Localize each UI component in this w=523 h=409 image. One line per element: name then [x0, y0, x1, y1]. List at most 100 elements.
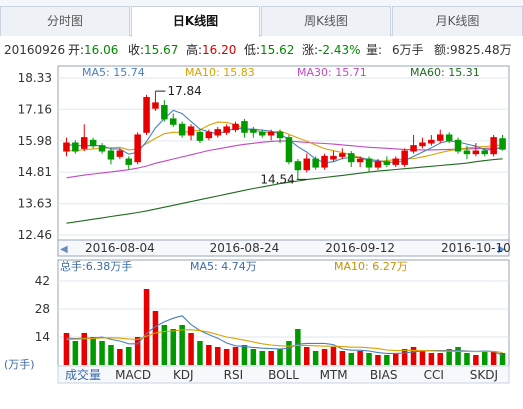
- volume-bar: [303, 347, 310, 365]
- volume-bar: [295, 329, 301, 365]
- volume-bar: [179, 325, 185, 365]
- indicator-tab-7[interactable]: BIAS: [370, 368, 398, 382]
- candle: [428, 139, 435, 144]
- indicator-tab-5[interactable]: BOLL: [268, 368, 299, 382]
- candle: [383, 161, 391, 165]
- volume-bar: [481, 351, 488, 365]
- price-tick-label: 18.33: [18, 71, 52, 85]
- date-tick-label: 2016-08-24: [210, 241, 280, 255]
- volume-bar: [81, 333, 88, 365]
- date-tick-label: 2016-08-04: [85, 241, 155, 255]
- tab-monthly-kline[interactable]: 月K线图: [392, 6, 523, 36]
- volume-bar: [188, 333, 194, 365]
- open-price: 开:16.06: [68, 43, 119, 57]
- price-tick-label: 12.46: [18, 228, 52, 242]
- close-price: 收:15.67: [128, 43, 179, 57]
- volume-value: 6万手: [392, 43, 424, 57]
- candle: [285, 137, 293, 163]
- volume-tick-label: 14: [35, 330, 50, 344]
- candle: [436, 134, 444, 141]
- date-axis-strip: [57, 239, 510, 257]
- volume-bar: [161, 325, 168, 365]
- scroll-left-arrow[interactable]: ◀: [60, 244, 68, 255]
- volume-bar: [117, 349, 123, 365]
- candle: [116, 150, 124, 157]
- tab-daily-kline[interactable]: 日K线图: [131, 6, 260, 37]
- candle: [178, 123, 186, 136]
- indicator-tab-8[interactable]: CCI: [424, 368, 444, 382]
- candle: [258, 131, 266, 136]
- volume-bar: [250, 349, 257, 365]
- candle: [472, 150, 480, 155]
- low-annotation: 14.54: [260, 172, 294, 186]
- indicator-tab-6[interactable]: MTM: [320, 368, 348, 382]
- candle: [490, 137, 497, 155]
- volume-bar: [268, 351, 274, 365]
- candle: [321, 155, 328, 168]
- volume-label: 量:: [366, 43, 383, 57]
- indicator-tab-9[interactable]: SKDJ: [470, 368, 498, 382]
- volume-bar: [464, 353, 470, 365]
- volume-bar: [401, 349, 408, 365]
- candle: [72, 142, 79, 152]
- volume-bar: [277, 349, 283, 365]
- volume-bar: [499, 353, 506, 365]
- candle: [241, 121, 248, 133]
- date-tick-label: 2016-10-10: [441, 241, 511, 255]
- price-tick-label: 15.98: [18, 134, 52, 148]
- price-tick-label: 13.63: [18, 197, 52, 211]
- candle: [445, 134, 453, 141]
- low-price: 低:15.62: [244, 43, 295, 57]
- candle: [463, 150, 471, 155]
- volume-bar: [490, 351, 497, 365]
- volume-bar: [232, 347, 239, 365]
- date-tick-label: 2016-09-12: [325, 241, 395, 255]
- amount: 额:9825.48万: [434, 43, 512, 57]
- candle: [374, 161, 382, 168]
- tab-intraday[interactable]: 分时图: [0, 6, 130, 36]
- volume-unit: (万手): [4, 357, 35, 371]
- volume-tick-label: 42: [35, 274, 50, 288]
- indicator-tab-1[interactable]: 成交量: [65, 367, 101, 382]
- indicator-tab-4[interactable]: RSI: [224, 368, 244, 382]
- legend-ma60: MA60: 15.31: [410, 66, 480, 79]
- volume-bar: [348, 353, 355, 365]
- volume-bar: [286, 341, 292, 365]
- candle: [267, 131, 275, 136]
- candle: [499, 138, 506, 150]
- volume-bar: [125, 347, 132, 365]
- volume-bar: [419, 351, 426, 365]
- stock-chart: 18.33 17.16 15.98 14.81 13.63 12.46 17.84 14.5…: [4, 65, 511, 384]
- candle: [169, 118, 177, 125]
- volume-bar: [223, 349, 230, 365]
- legend-ma5: MA5: 15.74: [82, 66, 145, 79]
- candle: [481, 150, 489, 155]
- candle: [196, 131, 204, 141]
- candle: [365, 158, 373, 168]
- price-tick-label: 17.16: [18, 102, 52, 116]
- high-price: 高:16.20: [186, 43, 237, 57]
- volume-bar: [143, 289, 150, 365]
- volume-bar: [455, 347, 461, 365]
- volume-ma10-line: [66, 329, 503, 354]
- candle: [223, 126, 230, 133]
- indicator-tab-3[interactable]: KDJ: [173, 368, 194, 382]
- volume-total: 总手:6.38万手: [60, 259, 132, 273]
- volume-bar: [375, 355, 381, 365]
- indicator-tab-2[interactable]: MACD: [115, 368, 151, 382]
- candle: [80, 137, 88, 149]
- scroll-right-arrow[interactable]: ▶: [498, 244, 506, 255]
- candle: [347, 153, 355, 163]
- volume-bar: [392, 353, 399, 365]
- candle: [152, 102, 159, 109]
- candle: [187, 126, 195, 136]
- candle: [98, 145, 106, 152]
- volume-bar: [321, 349, 328, 365]
- tab-weekly-kline[interactable]: 周K线图: [261, 6, 391, 36]
- indicator-tabs: 成交量 MACD KDJ RSI BOLL MTM BIAS CCI SKDJ: [57, 365, 510, 384]
- candle: [232, 123, 239, 131]
- ma30-line: [66, 140, 503, 179]
- volume-legend-ma10: MA10: 6.27万: [334, 260, 408, 273]
- candle: [214, 129, 222, 136]
- candle: [134, 134, 141, 163]
